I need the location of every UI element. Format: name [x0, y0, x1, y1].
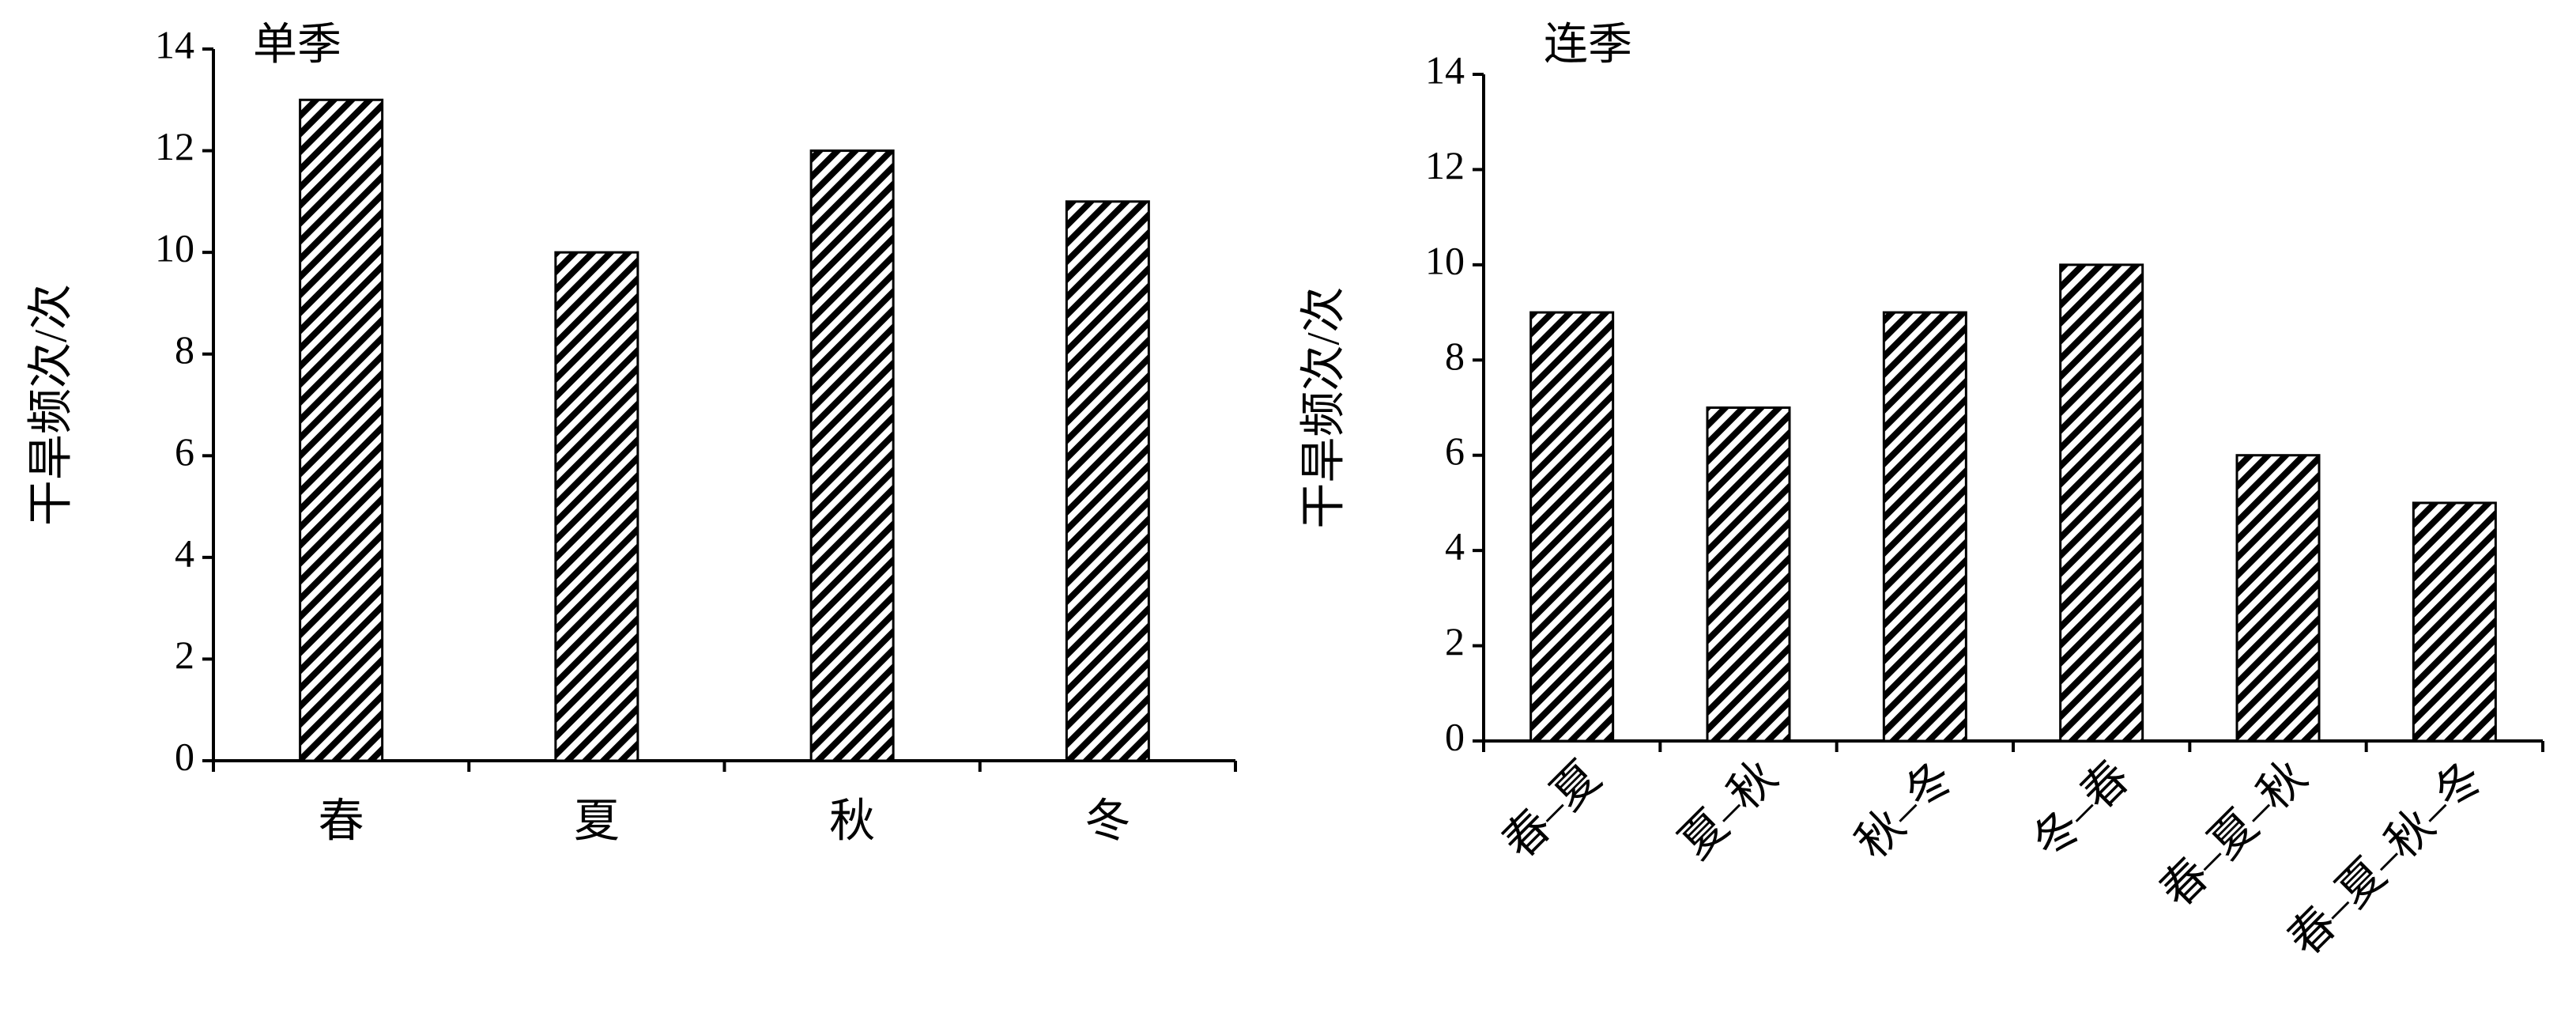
y-tick-label: 8	[175, 327, 194, 372]
y-tick-label: 12	[1425, 143, 1465, 187]
y-tick-label: 10	[1425, 238, 1465, 282]
x-tick-label: 冬	[1084, 795, 1130, 846]
bar	[2412, 501, 2497, 743]
x-tick-label: 秋–冬	[1846, 751, 1963, 869]
y-tick-label: 10	[155, 226, 194, 270]
x-tick-label: 春	[319, 795, 364, 846]
bar	[299, 98, 384, 762]
bar	[2059, 263, 2144, 743]
y-tick-label: 0	[175, 734, 194, 778]
x-tick-label: 春–夏	[1493, 751, 1611, 869]
y-tick-label: 14	[155, 22, 194, 66]
y-axis-label: 干旱频次/次	[25, 284, 76, 526]
bar	[1529, 311, 1615, 743]
y-tick-label: 14	[1425, 47, 1465, 92]
bar	[1065, 200, 1150, 762]
y-tick-label: 6	[1445, 429, 1465, 473]
y-tick-label: 6	[175, 429, 194, 474]
bar	[554, 251, 639, 762]
y-tick-label: 4	[1445, 524, 1465, 569]
x-tick-label: 冬–春	[2023, 751, 2140, 869]
bar	[1882, 311, 1967, 743]
bar	[1706, 406, 1791, 743]
y-tick-label: 4	[175, 531, 194, 575]
y-tick-label: 12	[155, 124, 194, 168]
y-tick-label: 0	[1445, 714, 1465, 758]
x-tick-label: 秋	[829, 795, 875, 846]
chart-title: 单季	[253, 21, 341, 70]
bar	[2235, 454, 2321, 743]
y-tick-label: 8	[1445, 334, 1465, 378]
x-tick-label: 夏–秋	[1669, 751, 1787, 869]
chart-title: 连季	[1544, 21, 1632, 70]
bar	[809, 149, 895, 762]
y-tick-label: 2	[1445, 619, 1465, 663]
x-tick-label: 春–夏–秋	[2151, 751, 2317, 917]
y-axis-label: 干旱频次/次	[1297, 286, 1348, 528]
y-tick-label: 2	[175, 633, 194, 677]
x-tick-label: 夏	[574, 795, 620, 846]
